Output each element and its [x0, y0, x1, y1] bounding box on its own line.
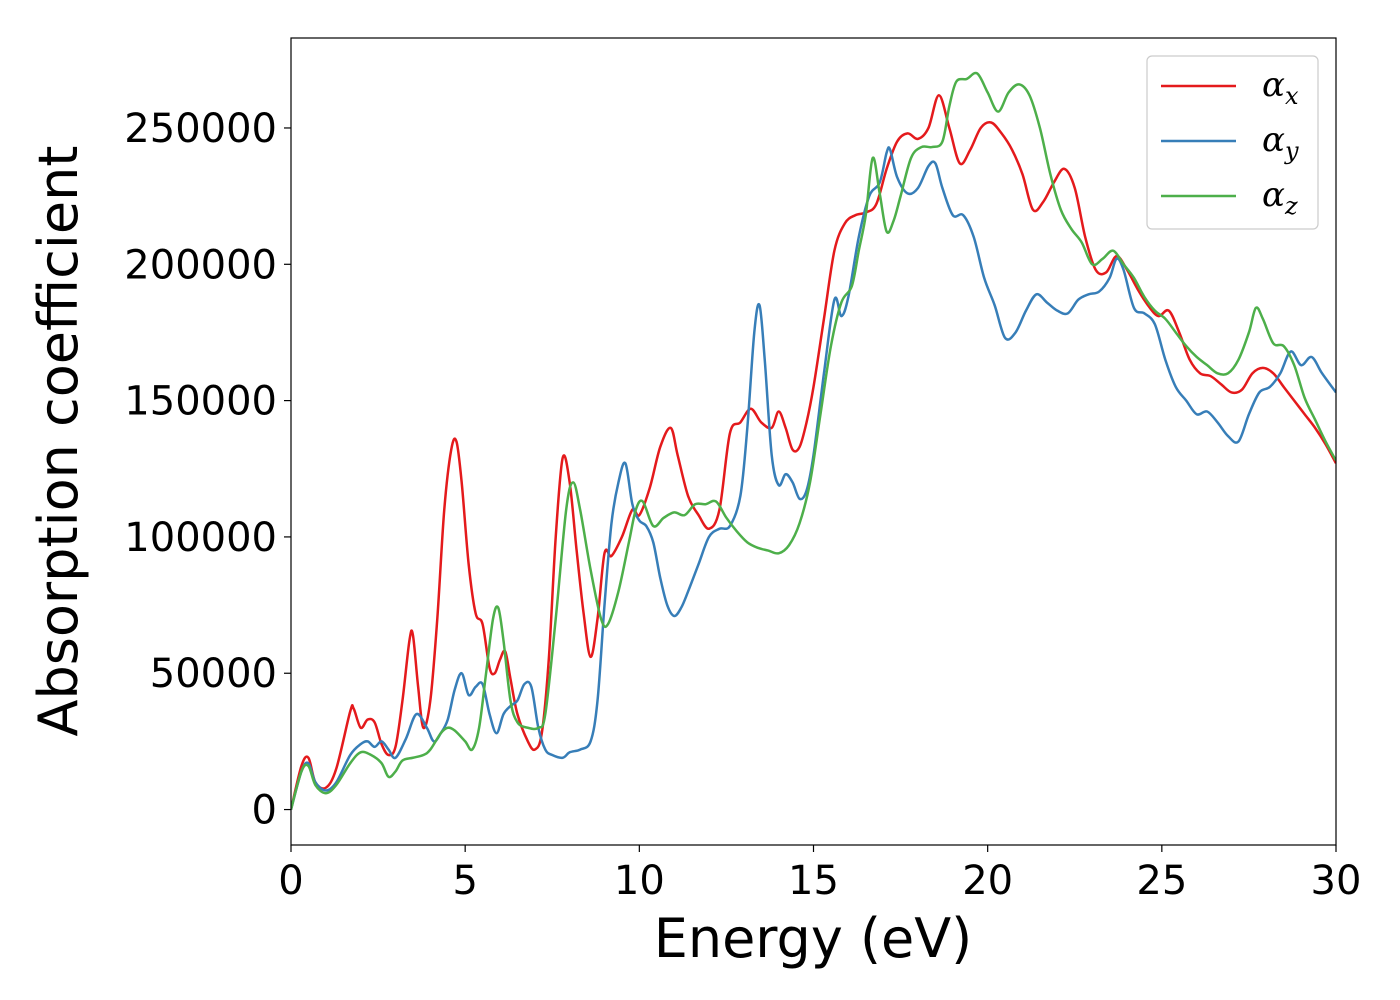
y-tick-label: 0: [252, 788, 277, 834]
y-tick-label: 150000: [124, 379, 277, 425]
legend-frame: [1146, 55, 1319, 230]
y-tick-label: 250000: [124, 106, 277, 152]
legend-label-alpha-z: αz: [1262, 175, 1298, 220]
x-tick-label: 0: [278, 858, 303, 904]
y-axis-title: Absorption coefficient: [27, 146, 90, 737]
x-tick-label: 25: [1136, 858, 1187, 904]
legend-label-alpha-y: αy: [1262, 120, 1299, 165]
x-axis-title: Energy (eV): [654, 907, 973, 970]
x-tick-label: 5: [452, 858, 477, 904]
x-tick-label: 20: [962, 858, 1013, 904]
x-tick-label: 30: [1311, 858, 1362, 904]
series-layer: [291, 71, 1336, 810]
series-line-alpha-z: [291, 71, 1336, 810]
x-tick-label: 10: [614, 858, 665, 904]
legend-label-alpha-x: αx: [1262, 65, 1299, 110]
legend: αx αy αz: [1146, 55, 1319, 230]
x-tick-label: 15: [788, 858, 839, 904]
y-tick-label: 100000: [124, 515, 277, 561]
y-axis: 0 50000 100000 150000 200000 250000: [124, 106, 291, 834]
y-tick-label: 50000: [150, 651, 277, 697]
series-line-alpha-y: [291, 146, 1336, 810]
x-axis: 0 5 10 15 20 25 30: [278, 845, 1361, 904]
y-tick-label: 200000: [124, 242, 277, 288]
